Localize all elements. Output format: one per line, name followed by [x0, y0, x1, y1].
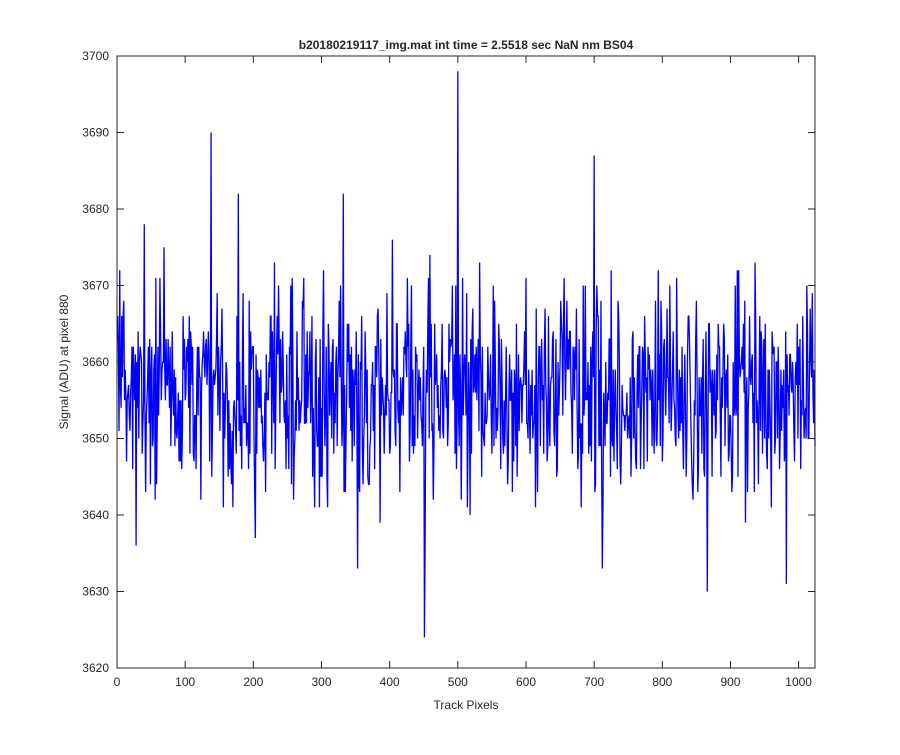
- y-tick-label: 3650: [82, 432, 109, 446]
- y-tick-label: 3700: [82, 49, 109, 63]
- y-tick-label: 3640: [82, 508, 109, 522]
- x-tick-label: 600: [516, 675, 536, 689]
- y-tick-label: 3670: [82, 279, 109, 293]
- y-tick-label: 3620: [82, 661, 109, 675]
- y-tick-label: 3660: [82, 355, 109, 369]
- x-tick-label: 1000: [785, 675, 812, 689]
- y-tick-label: 3690: [82, 126, 109, 140]
- x-axis-label: Track Pixels: [434, 698, 499, 712]
- x-tick-label: 700: [584, 675, 604, 689]
- series-layer: [117, 71, 816, 638]
- series-line: [117, 71, 816, 638]
- x-tick-label: 100: [175, 675, 195, 689]
- y-tick-label: 3680: [82, 202, 109, 216]
- x-tick-label: 200: [243, 675, 263, 689]
- axes-box: [116, 55, 816, 669]
- tick-layer: 0 100 200 300 400 500 600 700 800 900 1000 3620 3630…: [82, 49, 815, 689]
- x-tick-label: 500: [448, 675, 468, 689]
- x-tick-label: 0: [114, 675, 121, 689]
- x-tick-label: 800: [652, 675, 672, 689]
- chart-title: b20180219117_img.mat int time = 2.5518 s…: [299, 38, 634, 52]
- x-tick-label: 900: [720, 675, 740, 689]
- y-tick-label: 3630: [82, 585, 109, 599]
- x-tick-label: 300: [311, 675, 331, 689]
- y-axis-label: Signal (ADU) at pixel 880: [57, 294, 71, 429]
- x-tick-label: 400: [380, 675, 400, 689]
